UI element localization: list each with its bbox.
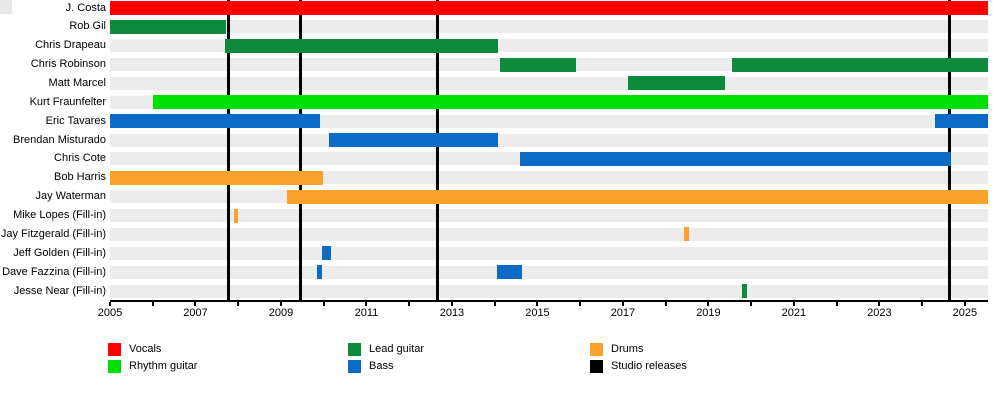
member-label: Rob Gil <box>69 20 106 33</box>
row-band <box>110 133 988 147</box>
x-tick <box>536 302 539 306</box>
legend-label: Bass <box>369 360 394 372</box>
legend-swatch-lead <box>348 343 361 356</box>
x-tick <box>579 302 582 306</box>
member-label: Eric Tavares <box>45 114 106 127</box>
x-tick <box>621 302 624 306</box>
legend-swatch-rhythm <box>108 360 121 373</box>
member-label: Brendan Misturado <box>13 133 106 146</box>
x-tick <box>408 302 411 306</box>
timeline-bar <box>224 38 498 53</box>
timeline-bar <box>317 265 323 280</box>
legend-label: Studio releases <box>611 360 687 372</box>
timeline-bar <box>233 208 238 223</box>
row-band <box>110 284 988 298</box>
member-label: Kurt Fraunfelter <box>29 95 106 108</box>
studio-release-line <box>299 0 303 300</box>
row-band <box>110 171 988 185</box>
x-tick <box>279 302 282 306</box>
member-label: Chris Drapeau <box>35 39 106 52</box>
member-label: Dave Fazzina (Fill-in) <box>2 265 106 278</box>
member-label: Chris Cote <box>54 152 106 165</box>
timeline-bar <box>286 189 988 204</box>
x-tick <box>921 302 924 306</box>
legend-swatch-bass <box>348 360 361 373</box>
x-tick-label: 2023 <box>867 307 892 319</box>
member-label: J. Costa <box>65 1 106 14</box>
plot-area <box>110 0 988 302</box>
x-tick <box>151 302 154 306</box>
member-label: Bob Harris <box>54 171 106 184</box>
corner-artifact <box>0 0 12 14</box>
timeline-bar <box>321 246 331 261</box>
x-tick <box>322 302 325 306</box>
legend-swatch-releases <box>590 360 603 373</box>
row-band <box>110 76 988 90</box>
legend-label: Drums <box>611 343 644 355</box>
x-tick-label: 2011 <box>354 307 379 319</box>
timeline-bar <box>496 265 522 280</box>
x-tick <box>493 302 496 306</box>
timeline-bar <box>499 57 576 72</box>
x-tick <box>237 302 240 306</box>
x-tick <box>792 302 795 306</box>
x-tick-label: 2005 <box>97 307 123 319</box>
row-band <box>110 227 988 241</box>
timeline-bar <box>519 151 952 166</box>
x-tick-label: 2017 <box>610 307 636 319</box>
member-label: Chris Robinson <box>30 58 106 71</box>
timeline-bar <box>329 133 498 148</box>
timeline-bar <box>110 170 324 185</box>
legend-label: Vocals <box>129 343 162 355</box>
x-tick-label: 2015 <box>525 307 550 319</box>
timeline-bar <box>741 284 747 298</box>
timeline-bar <box>110 114 321 129</box>
timeline-bar <box>627 76 725 91</box>
member-label: Jay Waterman <box>35 190 106 203</box>
row-band <box>110 114 988 128</box>
x-tick <box>194 302 197 306</box>
member-label: Jay Fitzgerald (Fill-in) <box>0 227 106 240</box>
timeline-bar <box>110 19 227 34</box>
legend-swatch-drums <box>590 343 603 356</box>
timeline-bar <box>110 1 988 15</box>
x-tick <box>109 302 111 306</box>
timeline-bar <box>731 57 988 72</box>
x-tick <box>365 302 368 306</box>
x-tick <box>707 302 710 306</box>
member-label: Jesse Near (Fill-in) <box>13 284 106 297</box>
row-band <box>110 20 988 34</box>
member-label: Matt Marcel <box>48 76 106 89</box>
x-tick-label: 2007 <box>183 307 208 319</box>
x-tick <box>878 302 881 306</box>
row-band <box>110 265 988 279</box>
x-tick-label: 2009 <box>268 307 294 319</box>
x-axis-line <box>110 300 988 302</box>
legend-label: Rhythm guitar <box>129 360 198 372</box>
timeline-bar <box>683 227 689 242</box>
member-label: Mike Lopes (Fill-in) <box>13 209 106 222</box>
legend-swatch-vocals <box>108 343 121 356</box>
timeline-bar <box>934 114 988 129</box>
legend-label: Lead guitar <box>369 343 425 355</box>
x-tick-label: 2019 <box>696 307 721 319</box>
x-tick <box>450 302 453 306</box>
studio-release-line <box>226 0 230 300</box>
studio-release-line <box>948 0 952 300</box>
x-tick <box>963 302 966 306</box>
x-tick-label: 2013 <box>439 307 465 319</box>
timeline-bar <box>152 95 988 110</box>
x-tick-label: 2021 <box>781 307 807 319</box>
row-band <box>110 246 988 260</box>
x-tick <box>835 302 838 306</box>
x-tick <box>664 302 667 306</box>
member-label: Jeff Golden (Fill-in) <box>13 246 106 259</box>
x-tick <box>750 302 753 306</box>
studio-release-line <box>435 0 439 300</box>
row-band <box>110 209 988 223</box>
x-tick-label: 2025 <box>952 307 978 319</box>
